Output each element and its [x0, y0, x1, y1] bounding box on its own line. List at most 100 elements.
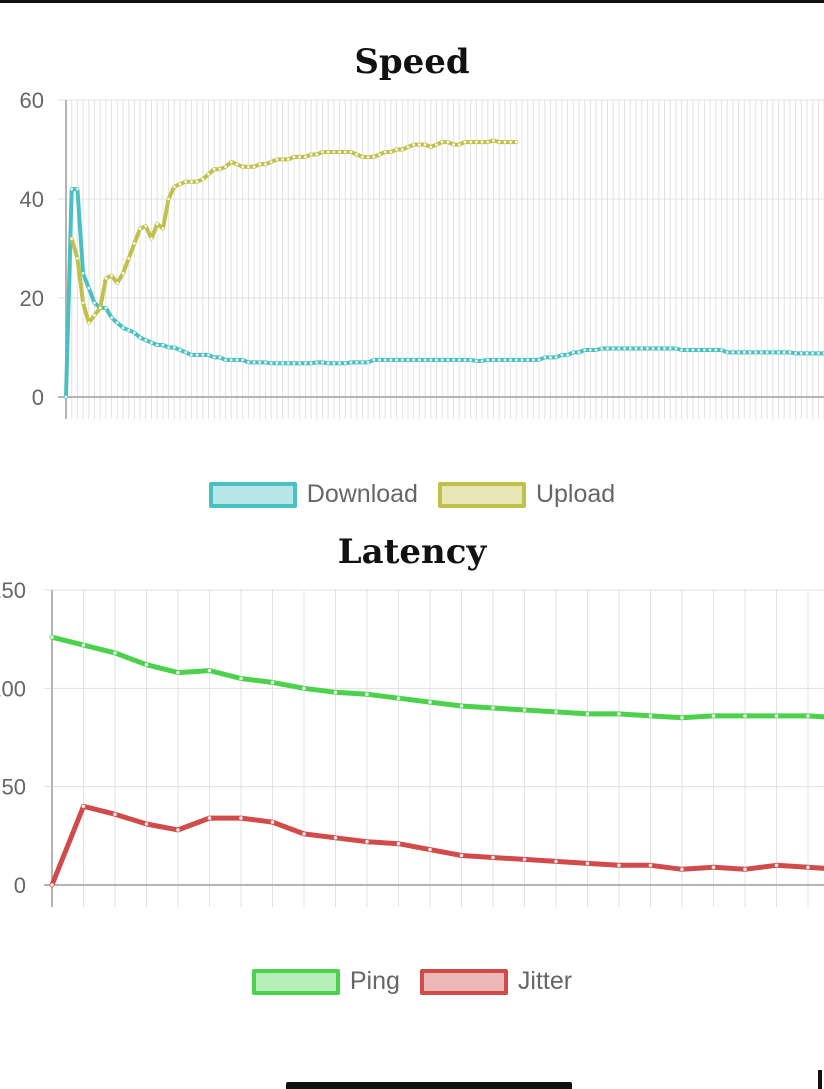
- data-point-upload[interactable]: [389, 150, 393, 154]
- data-point-download[interactable]: [144, 338, 148, 342]
- data-point-download[interactable]: [133, 331, 136, 334]
- data-point-upload[interactable]: [292, 155, 296, 159]
- data-point-ping[interactable]: [113, 651, 117, 655]
- data-point-upload[interactable]: [195, 180, 199, 184]
- data-point-upload[interactable]: [201, 177, 205, 181]
- legend-item-ping[interactable]: Ping: [251, 967, 400, 996]
- data-point-download[interactable]: [566, 353, 569, 357]
- data-point-jitter[interactable]: [554, 859, 558, 864]
- data-point-upload[interactable]: [286, 158, 290, 161]
- data-point-download[interactable]: [70, 187, 74, 191]
- data-point-upload[interactable]: [70, 237, 74, 241]
- data-point-download[interactable]: [520, 358, 524, 362]
- data-point-jitter[interactable]: [459, 853, 464, 858]
- data-point-jitter[interactable]: [270, 820, 275, 824]
- data-point-ping[interactable]: [176, 670, 180, 675]
- data-point-download[interactable]: [87, 286, 91, 290]
- data-point-download[interactable]: [634, 347, 638, 350]
- data-point-download[interactable]: [406, 358, 410, 362]
- data-point-upload[interactable]: [332, 150, 336, 154]
- data-point-jitter[interactable]: [680, 867, 684, 872]
- data-point-upload[interactable]: [264, 162, 267, 166]
- data-point-download[interactable]: [440, 358, 444, 362]
- data-point-upload[interactable]: [440, 140, 444, 144]
- data-point-upload[interactable]: [252, 165, 256, 169]
- data-point-upload[interactable]: [349, 150, 353, 154]
- data-point-download[interactable]: [423, 358, 427, 362]
- data-point-upload[interactable]: [133, 242, 136, 245]
- data-point-download[interactable]: [594, 348, 598, 352]
- data-point-download[interactable]: [725, 351, 729, 354]
- data-point-download[interactable]: [497, 358, 501, 362]
- data-point-download[interactable]: [138, 336, 142, 339]
- data-point-download[interactable]: [777, 351, 780, 354]
- data-point-download[interactable]: [110, 316, 113, 320]
- data-point-download[interactable]: [543, 356, 547, 359]
- data-point-download[interactable]: [252, 361, 256, 364]
- data-point-upload[interactable]: [492, 139, 495, 142]
- data-point-upload[interactable]: [229, 160, 233, 164]
- data-point-upload[interactable]: [178, 182, 182, 186]
- data-point-upload[interactable]: [326, 150, 330, 154]
- data-point-download[interactable]: [532, 358, 535, 362]
- data-point-download[interactable]: [703, 348, 706, 352]
- data-point-download[interactable]: [321, 361, 324, 364]
- data-point-download[interactable]: [606, 347, 609, 350]
- data-point-download[interactable]: [195, 353, 199, 357]
- data-point-upload[interactable]: [418, 143, 421, 146]
- data-point-ping[interactable]: [585, 712, 590, 716]
- data-point-upload[interactable]: [87, 321, 91, 325]
- data-point-download[interactable]: [172, 346, 176, 349]
- data-point-download[interactable]: [81, 271, 85, 275]
- data-point-upload[interactable]: [435, 143, 438, 146]
- data-point-download[interactable]: [412, 358, 416, 362]
- data-point-download[interactable]: [469, 358, 473, 362]
- data-point-download[interactable]: [708, 348, 712, 352]
- data-point-upload[interactable]: [81, 301, 85, 305]
- data-point-upload[interactable]: [144, 224, 148, 228]
- data-point-download[interactable]: [514, 358, 518, 362]
- data-point-download[interactable]: [241, 358, 245, 362]
- data-point-download[interactable]: [207, 353, 210, 357]
- data-point-jitter[interactable]: [648, 863, 653, 868]
- data-point-ping[interactable]: [144, 662, 149, 667]
- data-point-jitter[interactable]: [743, 867, 747, 872]
- data-point-jitter[interactable]: [239, 816, 243, 820]
- data-point-upload[interactable]: [235, 162, 239, 166]
- data-point-upload[interactable]: [258, 162, 262, 166]
- data-point-download[interactable]: [731, 351, 735, 354]
- data-point-download[interactable]: [332, 361, 336, 365]
- data-point-ping[interactable]: [81, 643, 86, 647]
- data-point-download[interactable]: [275, 361, 279, 365]
- data-point-ping[interactable]: [396, 696, 401, 700]
- data-point-download[interactable]: [760, 351, 763, 354]
- data-point-upload[interactable]: [503, 140, 507, 144]
- data-point-download[interactable]: [794, 352, 797, 355]
- data-point-download[interactable]: [229, 358, 233, 362]
- data-point-download[interactable]: [395, 358, 398, 362]
- data-point-upload[interactable]: [486, 140, 490, 144]
- data-point-download[interactable]: [554, 356, 558, 359]
- data-point-jitter[interactable]: [365, 839, 369, 844]
- data-point-upload[interactable]: [76, 257, 79, 260]
- data-point-upload[interactable]: [412, 143, 416, 146]
- data-point-upload[interactable]: [423, 143, 427, 146]
- data-point-jitter[interactable]: [774, 863, 779, 868]
- data-point-jitter[interactable]: [711, 865, 716, 870]
- data-point-ping[interactable]: [50, 635, 54, 639]
- data-point-download[interactable]: [663, 347, 666, 350]
- data-point-download[interactable]: [435, 358, 438, 362]
- data-point-download[interactable]: [646, 347, 649, 350]
- data-point-upload[interactable]: [281, 158, 284, 161]
- data-point-upload[interactable]: [372, 155, 376, 159]
- data-point-download[interactable]: [389, 358, 393, 362]
- legend-item-download[interactable]: Download: [208, 480, 418, 509]
- data-point-upload[interactable]: [127, 257, 131, 260]
- data-point-download[interactable]: [509, 358, 512, 362]
- data-point-ping[interactable]: [365, 692, 369, 696]
- data-point-ping[interactable]: [648, 714, 653, 718]
- data-point-ping[interactable]: [491, 706, 495, 710]
- data-point-upload[interactable]: [315, 153, 319, 156]
- data-point-upload[interactable]: [497, 140, 501, 144]
- data-point-ping[interactable]: [617, 712, 621, 716]
